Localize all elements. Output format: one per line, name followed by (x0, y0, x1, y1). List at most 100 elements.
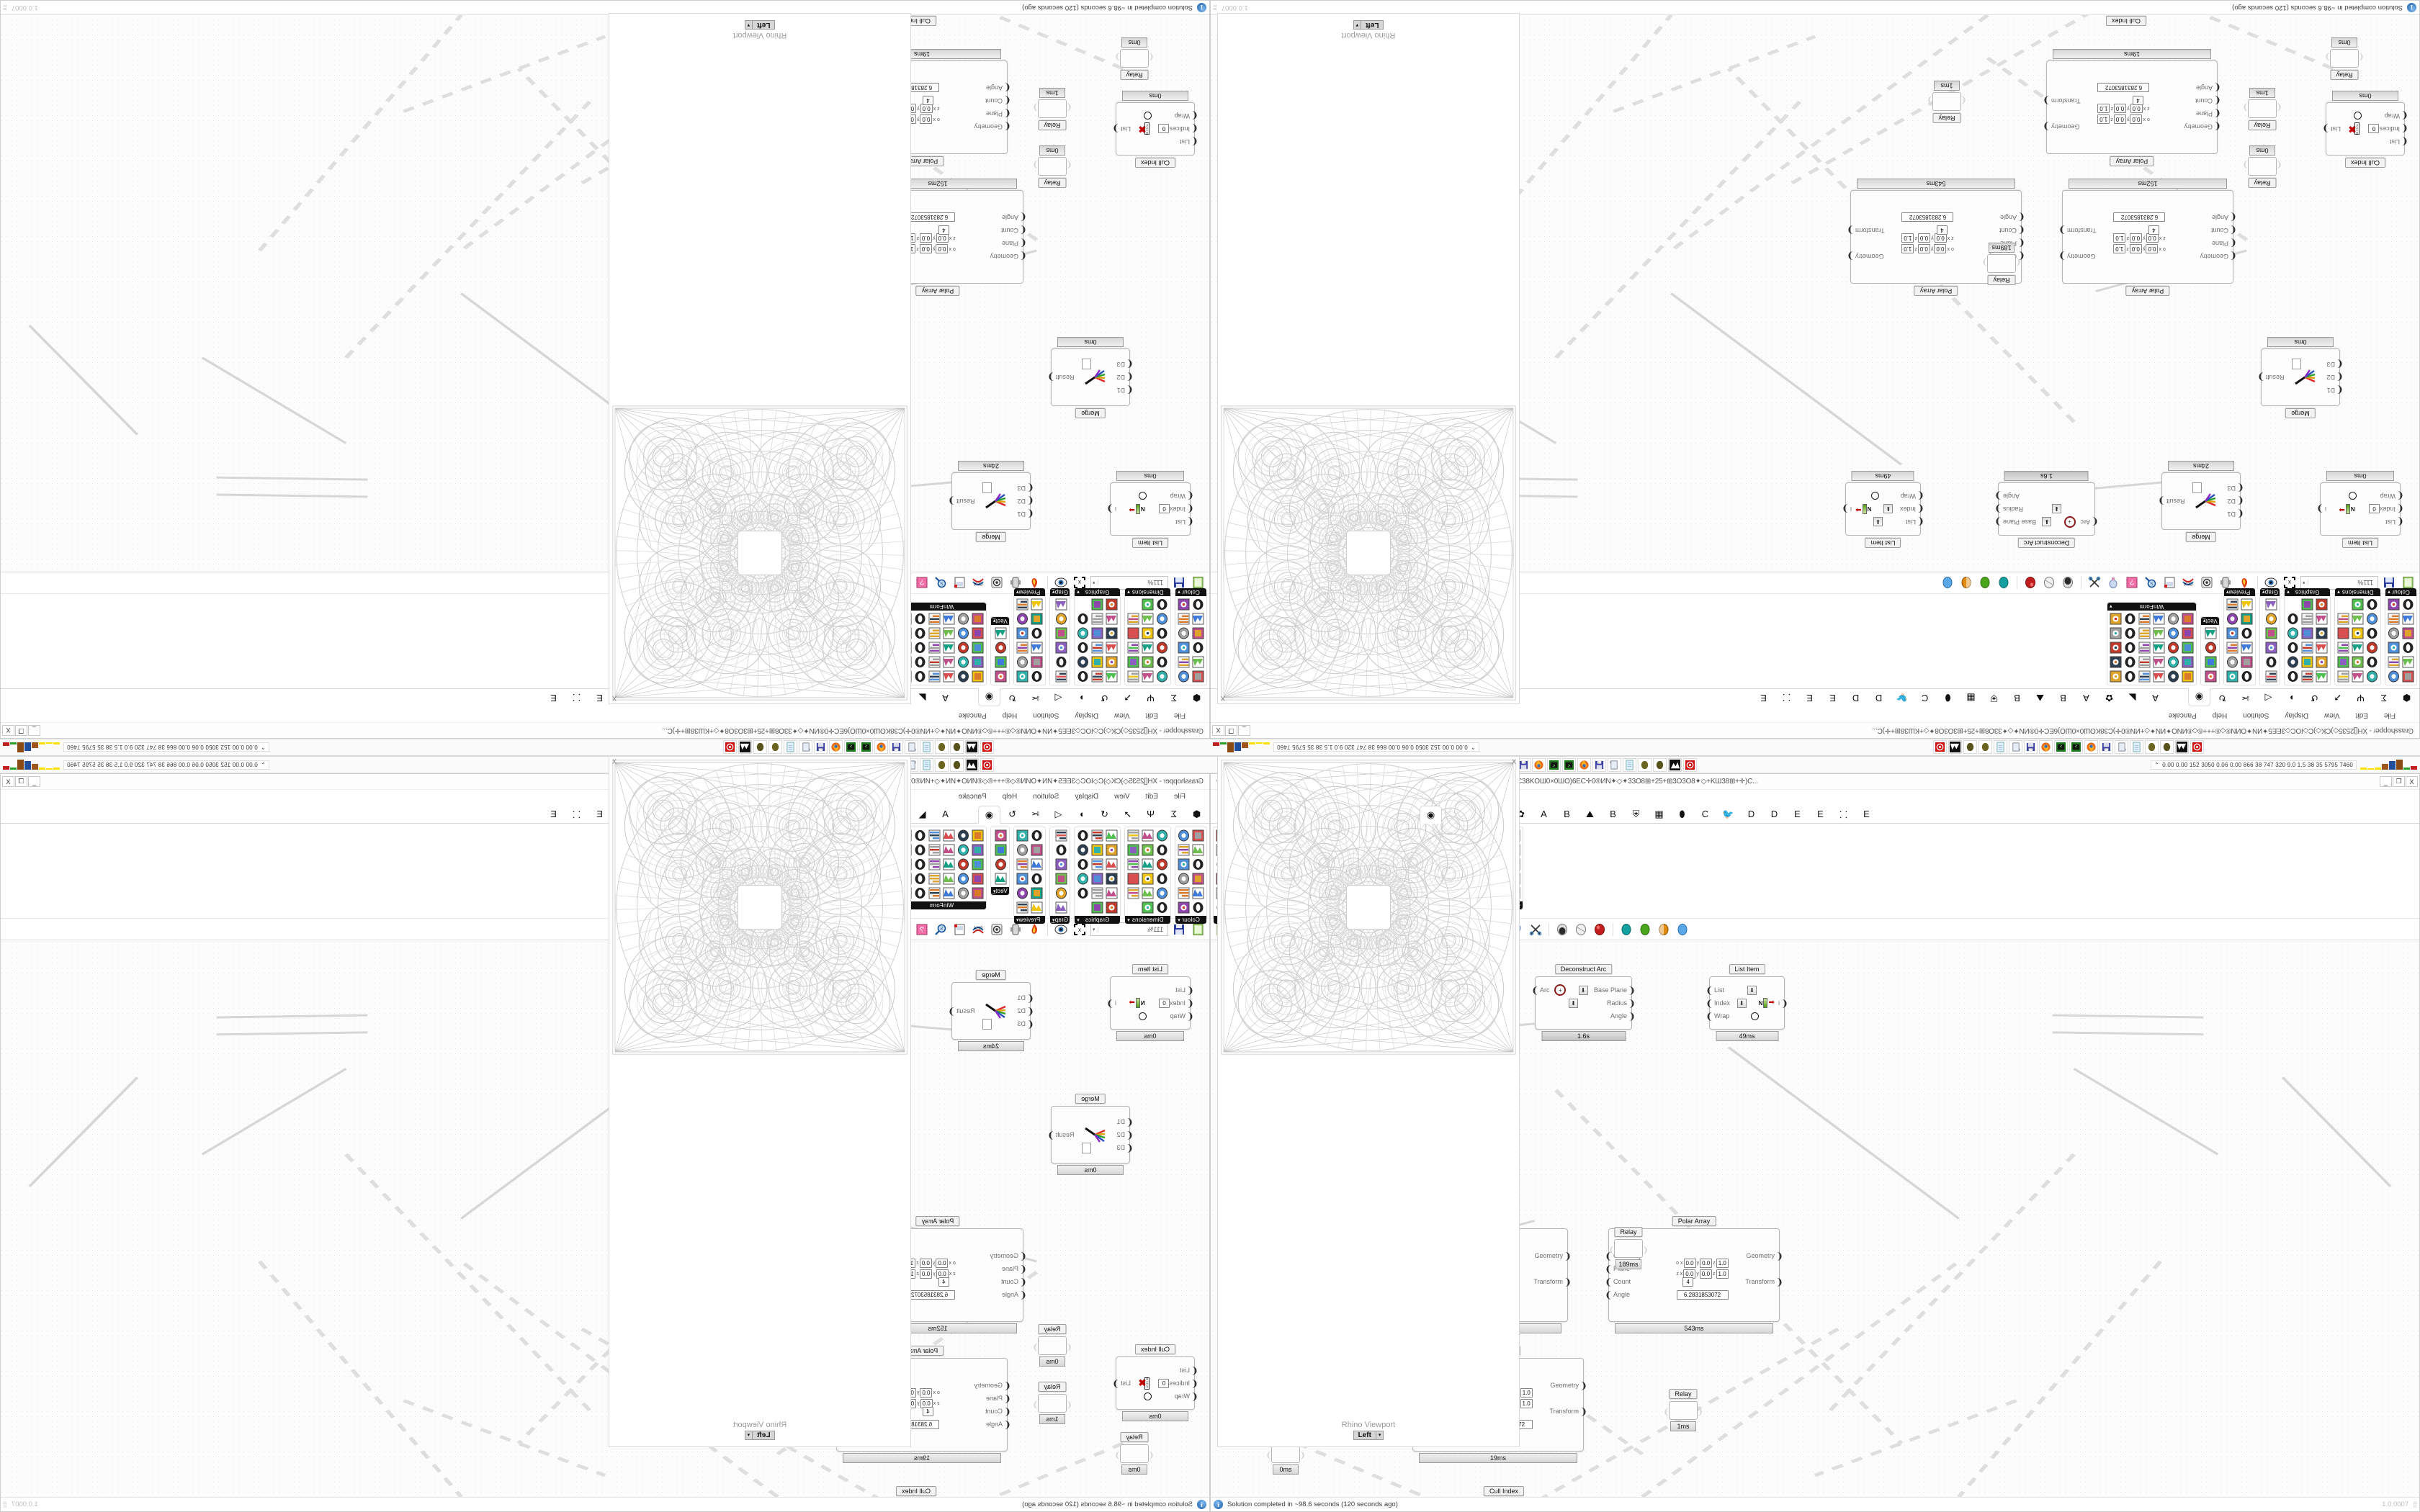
input-port-icon[interactable]: ❨ (881, 516, 889, 528)
gh-relay[interactable]: Relay ❨ ❩ 189ms (1981, 243, 2022, 285)
output-port-icon[interactable]: ❩ (1112, 123, 1120, 135)
component-icon-preview-11[interactable] (1016, 598, 1029, 611)
component-icon-colour-0[interactable] (1191, 829, 1205, 842)
ribbon-addon-b2-tab[interactable]: B (2014, 693, 2020, 703)
component-icon-graphics-10[interactable] (1090, 626, 1104, 640)
plane-o-y-value[interactable]: 0.0 (2129, 244, 2142, 253)
plane-o-x-value[interactable]: 0.0 (2146, 244, 2159, 253)
component-icon-winform-16[interactable] (1493, 858, 1507, 871)
input-port-icon[interactable]: ❨ (707, 1010, 714, 1022)
ribbon-display-tab[interactable]: ◉ (1420, 806, 1442, 824)
profiler-d-icon[interactable] (1940, 575, 1955, 591)
component-icon-winform-9[interactable] (1479, 843, 1492, 857)
input-port-icon[interactable]: ❨ (1409, 1405, 1417, 1417)
green-terminal-icon[interactable]: > (859, 740, 873, 755)
component-icon-grap--2[interactable] (1054, 858, 1068, 871)
component-icon-winform-0[interactable] (971, 829, 985, 842)
component-icon-graphics-5[interactable] (2286, 655, 2300, 669)
component-icon-colour-11[interactable] (2387, 598, 2401, 611)
component-icon-colour-2[interactable] (1215, 843, 1229, 857)
component-icon-winform-9[interactable] (928, 843, 941, 857)
component-icon-graphics-16[interactable] (2300, 598, 2314, 611)
plane-o-y-value[interactable]: 0.0 (1917, 244, 1930, 253)
gh-relay[interactable]: Relay ❨ ❩ 1ms (717, 81, 757, 123)
menu-item-solution[interactable]: Solution (1361, 793, 1387, 801)
component-icon-winform-19[interactable] (956, 626, 970, 640)
ribbon-panel-label[interactable]: Dimensions ▾ (2335, 588, 2380, 596)
relay-name-capsule[interactable]: Relay (2248, 178, 2277, 188)
plane-o-x-value[interactable]: 0.0 (724, 244, 737, 253)
olive-blob-2-icon[interactable] (1978, 740, 1992, 755)
component-name-capsule[interactable]: Cull Index (2105, 16, 2147, 26)
component-body[interactable]: Arc + ⬇ Base Plane ❨ ❩ ⬇ Radius ❩ Angle ❩ (784, 976, 889, 1030)
component-icon-winform-24[interactable] (1435, 886, 1449, 900)
component-icon-winform-25[interactable] (956, 886, 970, 900)
component-icon-colour-5[interactable] (1177, 641, 1191, 654)
component-name-capsule[interactable]: Cull Index (895, 1486, 937, 1496)
component-icon-winform-27[interactable] (1479, 886, 1492, 900)
output-port-icon[interactable]: ❩ (2043, 121, 2051, 132)
component-icon-colour-0[interactable] (1191, 670, 1205, 683)
bulb-icon[interactable] (2105, 575, 2121, 591)
component-icon-colour-5[interactable] (1229, 858, 1243, 871)
ribbon-panel-label[interactable]: Dimensions ▾ (1125, 588, 1170, 596)
component-icon-dimensions-16[interactable] (1141, 598, 1155, 611)
index-value[interactable]: 0 (1158, 998, 1170, 1008)
menu-item-edit[interactable]: Edit (1145, 711, 1158, 719)
component-icon-preview-4[interactable] (1030, 858, 1044, 871)
component-icon-graphics-11[interactable] (1076, 872, 1090, 886)
ribbon-addon-b1-tab[interactable]: B (1564, 809, 1570, 819)
component-icon-vect--3[interactable] (1412, 872, 1426, 886)
component-icon-winform-7[interactable] (956, 655, 970, 669)
ribbon-maths-tab[interactable]: Σ (2380, 693, 2387, 703)
output-port-icon[interactable]: ❩ (2058, 251, 2066, 262)
component-icon-winform-23[interactable] (1507, 872, 1521, 886)
ribbon-addon-a1-tab[interactable]: A (942, 693, 949, 703)
component-icon-grap--4[interactable] (2264, 612, 2278, 626)
relay-name-capsule[interactable]: Relay (1038, 1324, 1067, 1334)
component-icon-preview-9[interactable] (1016, 886, 1029, 900)
ribbon-addon-brain-tab[interactable]: ✿ (2105, 693, 2113, 704)
ribbon-panel-label[interactable]: Vect_ ▾ (1411, 887, 1430, 895)
output-port-icon[interactable]: ❩ (848, 1276, 856, 1287)
input-port-icon[interactable]: ❨ (1222, 1364, 1229, 1376)
at-icon[interactable] (989, 922, 1005, 937)
maximize-button[interactable]: ❐ (2393, 776, 2405, 787)
plane-o-z-value[interactable]: 1.0 (887, 114, 900, 124)
notepad-icon[interactable] (784, 740, 797, 755)
ribbon-curve-tab[interactable]: ↺ (2311, 693, 2318, 704)
input-port-icon[interactable]: ❨ (2396, 503, 2404, 515)
component-icon-dimensions-3[interactable] (1155, 655, 1169, 669)
profiler-d-icon[interactable] (1675, 922, 1690, 937)
component-name-capsule[interactable]: Polar Array (915, 286, 960, 296)
ribbon-surface-tab[interactable]: ◗ (2288, 693, 2295, 703)
component-icon-winform-27[interactable] (928, 612, 941, 626)
output-port-icon[interactable]: ❩ (1464, 1005, 1472, 1017)
component-icon-winform-9[interactable] (928, 655, 941, 669)
firefox-icon[interactable] (1577, 757, 1591, 772)
ribbon-addon-e1-tab[interactable]: E (1829, 693, 1836, 703)
component-name-capsule[interactable]: Merge (2186, 532, 2216, 542)
component-icon-colour-3[interactable] (2387, 655, 2401, 669)
component-icon-dimensions-14[interactable] (1280, 886, 1294, 900)
preview-toggle-icon[interactable] (2263, 575, 2279, 591)
component-icon-winform-17[interactable] (1507, 858, 1521, 871)
dark-mountain-icon[interactable] (1441, 757, 1455, 772)
component-icon-colour-1[interactable] (1229, 829, 1243, 842)
scissors-icon[interactable] (877, 922, 892, 937)
component-icon-colour-8[interactable] (2401, 612, 2415, 626)
plane-o-x-value[interactable]: 0.0 (936, 1259, 949, 1268)
component-icon-dimensions-5[interactable] (1280, 843, 1294, 857)
component-icon-dimensions-6[interactable] (1155, 858, 1169, 871)
component-icon-winform-15[interactable] (928, 858, 941, 871)
component-icon-winform-8[interactable] (1464, 843, 1478, 857)
component-name-capsule[interactable]: Merge (1075, 1094, 1106, 1104)
menu-item-edit[interactable]: Edit (1262, 793, 1275, 801)
component-name-capsule[interactable]: Merge (1075, 408, 1106, 418)
component-icon-grap--0[interactable] (1054, 670, 1068, 683)
dark-mountain-icon[interactable] (1668, 757, 1682, 772)
component-icon-dimensions-1[interactable] (2351, 670, 2365, 683)
gh-component[interactable]: Cull Index List ❨ Indices 0 0 1 2 ✖ List ❨ ❩ Wrap ❨ 0m… (1112, 91, 1198, 168)
component-icon-graphics-11[interactable] (1330, 872, 1344, 886)
component-icon-winform-1[interactable] (956, 829, 970, 842)
